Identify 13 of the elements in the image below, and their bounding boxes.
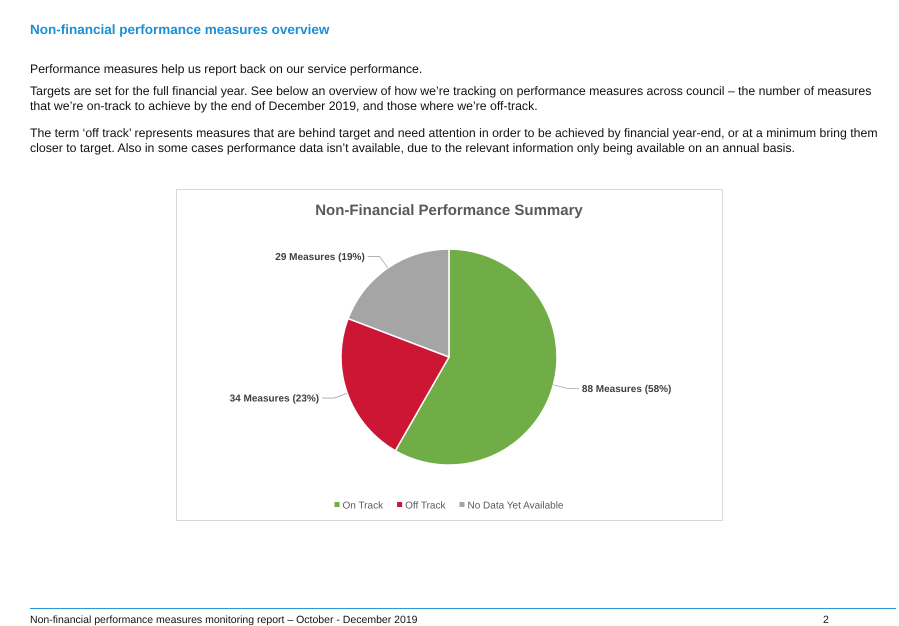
text: 2 <box>823 614 829 626</box>
chart-title: Non-Financial Performance Summary <box>315 202 584 219</box>
text: Performance measures help us report back on our service performance. <box>30 62 424 77</box>
text: Targets are set for the full financial year. See below an overview of how we’re tracking on performance measures across council – the number of measures that we’re on-track to achieve by the end of December 2019, and those where we’re off-track. <box>30 84 872 114</box>
legend-label: No Data Yet Available <box>467 500 564 512</box>
data-label: 34 Measures (23%) <box>230 394 320 405</box>
text: The term ‘off track’ represents measures that are behind target and need attention in order to be achieved by financial year-end, or at a minimum bring them closer to target. Also in some cases performance data isn’t available, due to the relevant information only being available on an annual basis. <box>30 126 879 156</box>
legend-label: Off Track <box>405 500 446 512</box>
text: Non-financial performance measures monitoring report – October - December 2019 <box>30 614 418 626</box>
text: Non-financial performance measures overview <box>30 22 330 37</box>
data-label: 88 Measures (58%) <box>582 384 672 395</box>
data-label: 29 Measures (19%) <box>275 252 365 264</box>
legend-label: On Track <box>342 500 384 512</box>
